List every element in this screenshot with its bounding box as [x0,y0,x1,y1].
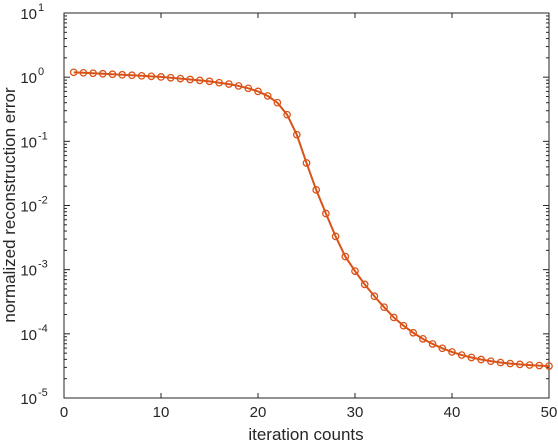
data-point [263,92,272,100]
data-point [389,313,398,322]
data-point [448,348,456,356]
x-tick-label: 40 [444,404,461,421]
y-tick-exponent: 0 [38,66,44,78]
y-tick-label: 10 [20,327,37,344]
y-tick-label: 10 [20,134,37,151]
y-tick-label: 10 [20,70,37,87]
data-point [186,75,194,84]
x-tick-label: 0 [60,404,68,421]
x-tick-label: 10 [153,404,170,421]
data-point [292,130,301,139]
data-point [516,360,524,369]
data-point [176,74,185,83]
data-point [98,69,107,78]
data-point [351,267,359,275]
y-tick-exponent: 1 [38,2,44,14]
data-point [302,159,311,167]
y-tick-exponent: -1 [38,130,48,142]
data-point [419,335,427,343]
data-point [273,98,282,107]
y-tick-base: 10 [20,263,37,280]
data-point [215,78,224,87]
data-point [525,361,534,369]
data-point [535,361,544,370]
data-point [341,252,350,261]
plot-area [63,12,550,399]
data-point [283,110,291,119]
y-tick-base: 10 [20,391,37,408]
data-point [205,77,214,86]
data-point [118,70,127,79]
data-point [370,292,379,301]
y-tick-exponent: -5 [38,387,48,399]
y-tick-exponent: -4 [38,323,48,335]
y-axis-label: normalized reconstruction error [0,87,19,323]
x-axis-ticks: 0 10 20 30 40 50 [60,13,558,421]
series-line [73,71,550,368]
y-tick-label: 10 [20,6,37,23]
data-point [428,340,437,348]
y-tick-base: 10 [20,327,37,344]
data-point [166,73,175,82]
y-tick-base: 10 [20,6,37,23]
data-point [195,76,204,85]
series-markers [69,68,553,370]
data-point [506,359,515,368]
data-point [108,70,117,79]
data-point [545,362,553,370]
data-point [409,328,418,337]
data-point [496,358,505,367]
data-point [244,84,253,93]
y-tick-label: 10 [20,263,37,280]
data-point [331,232,340,241]
data-point [137,71,146,80]
data-point [312,186,321,194]
data-point [128,71,136,80]
y-tick-label: 10 [20,199,37,216]
data-point [225,80,233,88]
x-tick-label: 50 [541,404,558,421]
data-point [322,209,330,218]
data-point [457,351,466,359]
x-axis-label: iteration counts [248,425,363,444]
data-point [157,73,165,81]
data-point [254,87,262,96]
data-point [147,72,156,81]
data-point [79,68,88,77]
y-tick-base: 10 [20,70,37,87]
data-point [234,82,243,90]
y-tick-base: 10 [20,199,37,216]
data-point [486,357,495,366]
data-point [399,321,408,330]
y-tick-exponent: -2 [38,195,48,207]
data-point [477,355,485,364]
x-tick-label: 30 [347,404,364,421]
data-point [69,68,78,77]
data-point [360,280,369,289]
y-tick-base: 10 [20,134,37,151]
data-point [467,353,476,362]
y-tick-label: 10 [20,391,37,408]
y-tick-exponent: -3 [38,259,48,271]
data-point [89,69,97,78]
x-tick-label: 20 [250,404,267,421]
data-point [438,344,447,353]
data-point [380,303,388,312]
